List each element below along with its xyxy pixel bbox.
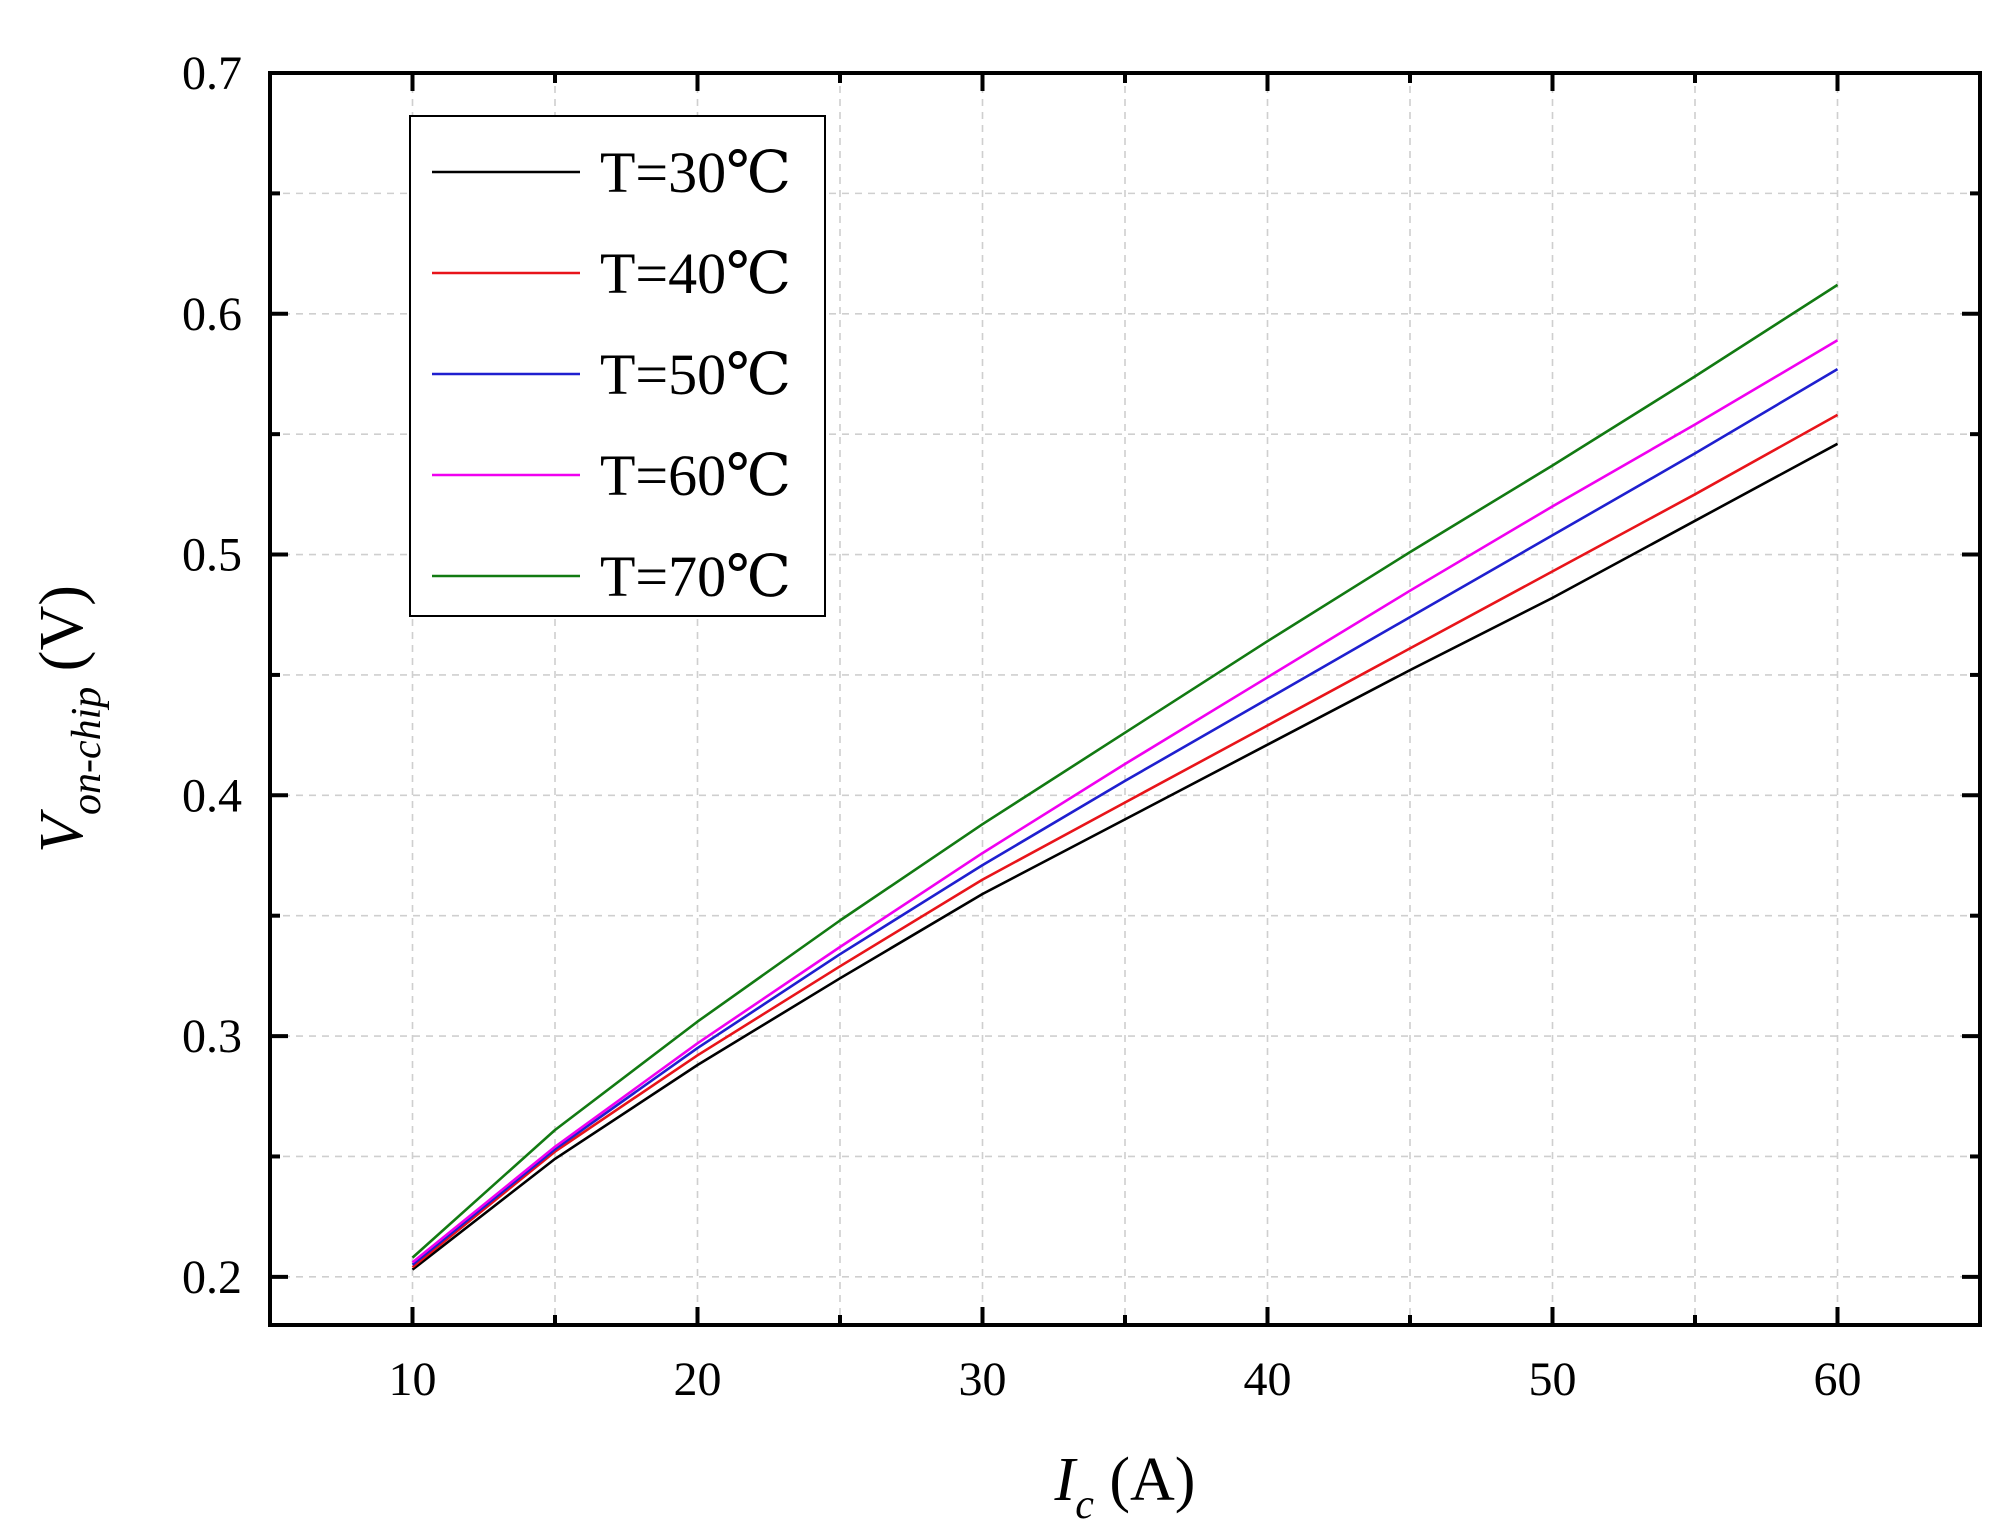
series-lines [411, 283, 1839, 1271]
y-tick-labels: 0.2 0.3 0.4 0.5 0.6 0.7 [182, 47, 242, 1304]
y-tick-label: 0.2 [182, 1251, 242, 1304]
y-axis-title-sub: on-chip [64, 687, 110, 815]
x-axis-title-main: I [1054, 1446, 1079, 1514]
legend-label: T=60℃ [600, 443, 791, 508]
legend-box [409, 115, 826, 617]
y-tick-label: 0.3 [182, 1010, 242, 1063]
x-tick-labels: 10 20 30 40 50 60 [389, 1353, 1862, 1406]
legend-label: T=30℃ [600, 140, 791, 205]
x-tick-label: 20 [674, 1353, 722, 1406]
series-line [411, 339, 1839, 1264]
legend-label: T=40℃ [600, 241, 791, 306]
series-line [411, 367, 1839, 1266]
series-line [411, 283, 1839, 1259]
y-tick-label: 0.7 [182, 47, 242, 100]
legend-label: T=50℃ [600, 342, 791, 407]
x-tick-label: 60 [1814, 1353, 1862, 1406]
x-axis-title-sub: c [1075, 1482, 1094, 1528]
x-tick-label: 50 [1529, 1353, 1577, 1406]
y-tick-label: 0.4 [182, 769, 242, 822]
legend-label: T=70℃ [600, 544, 791, 609]
x-axis-title-unit: (A) [1094, 1446, 1196, 1514]
legend: T=30℃ T=40℃ T=50℃ T=60℃ T=70℃ [409, 115, 826, 617]
y-tick-label: 0.6 [182, 288, 242, 341]
series-line [411, 442, 1839, 1271]
x-tick-label: 40 [1244, 1353, 1292, 1406]
y-axis-title-main: V [28, 809, 96, 853]
x-axis-title: Ic (A) [1054, 1446, 1196, 1528]
axis-ticks [270, 71, 1980, 1325]
y-axis-title: Von-chip (V) [28, 585, 110, 853]
y-tick-label: 0.5 [182, 529, 242, 582]
legend-items: T=30℃ T=40℃ T=50℃ T=60℃ T=70℃ [432, 140, 791, 609]
series-line [411, 413, 1839, 1269]
x-tick-label: 30 [959, 1353, 1007, 1406]
y-axis-title-unit: (V) [28, 585, 96, 687]
x-tick-label: 10 [389, 1353, 437, 1406]
